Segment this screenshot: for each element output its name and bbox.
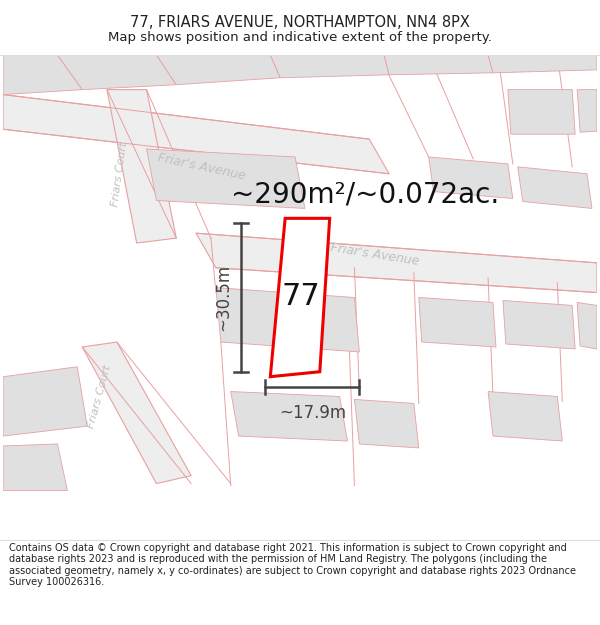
Polygon shape (577, 302, 597, 349)
Polygon shape (107, 89, 176, 243)
Text: Friar's Avenue: Friar's Avenue (157, 151, 247, 182)
Polygon shape (271, 218, 329, 377)
Polygon shape (58, 55, 176, 89)
Polygon shape (3, 444, 67, 491)
Polygon shape (488, 391, 562, 441)
Polygon shape (577, 89, 597, 132)
Polygon shape (82, 342, 191, 484)
Text: 77: 77 (282, 282, 320, 311)
Polygon shape (508, 89, 575, 134)
Polygon shape (384, 55, 493, 75)
Polygon shape (355, 399, 419, 448)
Polygon shape (231, 391, 347, 441)
Text: ~30.5m: ~30.5m (214, 264, 232, 331)
Polygon shape (419, 298, 496, 347)
Text: Map shows position and indicative extent of the property.: Map shows position and indicative extent… (108, 31, 492, 44)
Text: Friars Court: Friars Court (110, 141, 130, 207)
Text: 77, FRIARS AVENUE, NORTHAMPTON, NN4 8PX: 77, FRIARS AVENUE, NORTHAMPTON, NN4 8PX (130, 16, 470, 31)
Polygon shape (428, 157, 513, 199)
Polygon shape (271, 55, 389, 78)
Polygon shape (3, 94, 389, 174)
Polygon shape (157, 55, 280, 85)
Polygon shape (3, 367, 87, 436)
Polygon shape (146, 149, 305, 208)
Polygon shape (503, 301, 575, 349)
Polygon shape (3, 55, 82, 94)
Text: ~290m²/~0.072ac.: ~290m²/~0.072ac. (231, 181, 499, 208)
Text: Contains OS data © Crown copyright and database right 2021. This information is : Contains OS data © Crown copyright and d… (9, 542, 576, 588)
Polygon shape (216, 288, 359, 352)
Polygon shape (488, 55, 597, 73)
Text: Friar's Avenue: Friar's Avenue (329, 241, 420, 268)
Text: ~17.9m: ~17.9m (279, 404, 346, 422)
Text: Friars Court: Friars Court (87, 364, 113, 429)
Polygon shape (196, 233, 597, 292)
Polygon shape (518, 167, 592, 208)
